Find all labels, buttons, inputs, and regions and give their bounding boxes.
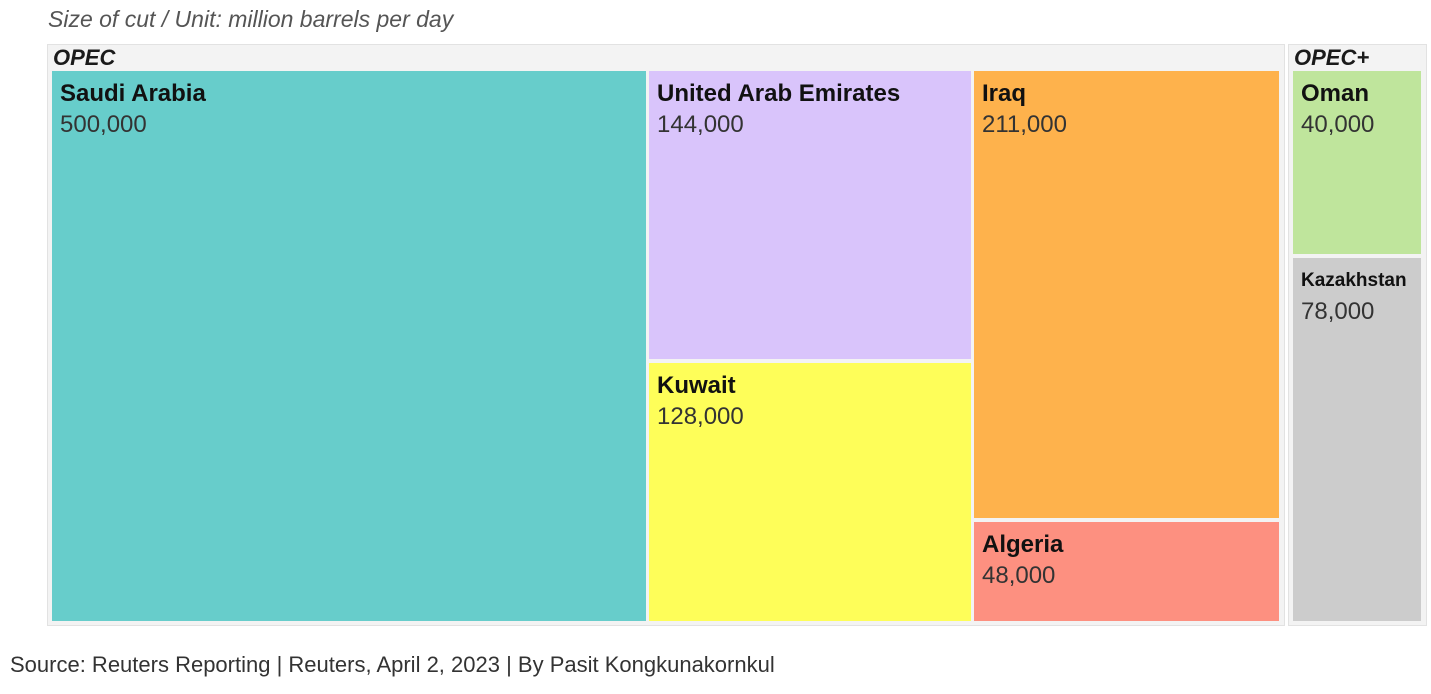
tile-value: 500,000 bbox=[60, 111, 147, 138]
opec-group-label: OPEC bbox=[53, 45, 116, 70]
tile-name: Saudi Arabia bbox=[60, 80, 206, 107]
tile-name: Kuwait bbox=[657, 372, 736, 399]
tile-name: Kazakhstan bbox=[1301, 270, 1407, 291]
tile-value: 48,000 bbox=[982, 562, 1056, 589]
tile-oman: Oman 40,000 bbox=[1293, 71, 1421, 254]
tile-value: 144,000 bbox=[657, 111, 744, 138]
tile-name: Iraq bbox=[982, 80, 1027, 107]
tile-united-arab-emirates: United Arab Emirates 144,000 bbox=[649, 71, 971, 359]
tile-name: Algeria bbox=[982, 531, 1064, 558]
tile-algeria: Algeria 48,000 bbox=[974, 522, 1279, 621]
tile-name: United Arab Emirates bbox=[657, 80, 901, 107]
chart-subtitle: Size of cut / Unit: million barrels per … bbox=[48, 6, 454, 32]
tile-iraq: Iraq 211,000 bbox=[974, 71, 1279, 518]
tile-name: Oman bbox=[1301, 80, 1370, 107]
chart-source: Source: Reuters Reporting | Reuters, Apr… bbox=[10, 652, 775, 677]
tile-value: 211,000 bbox=[982, 111, 1067, 138]
tile-value: 78,000 bbox=[1301, 298, 1375, 325]
tile-value: 128,000 bbox=[657, 403, 744, 430]
tile-value: 40,000 bbox=[1301, 111, 1375, 138]
opec-plus-group-label: OPEC+ bbox=[1294, 45, 1370, 70]
tile-saudi-arabia: Saudi Arabia 500,000 bbox=[52, 71, 646, 621]
tile-kazakhstan: Kazakhstan 78,000 bbox=[1293, 258, 1421, 621]
tile-kuwait: Kuwait 128,000 bbox=[649, 363, 971, 621]
